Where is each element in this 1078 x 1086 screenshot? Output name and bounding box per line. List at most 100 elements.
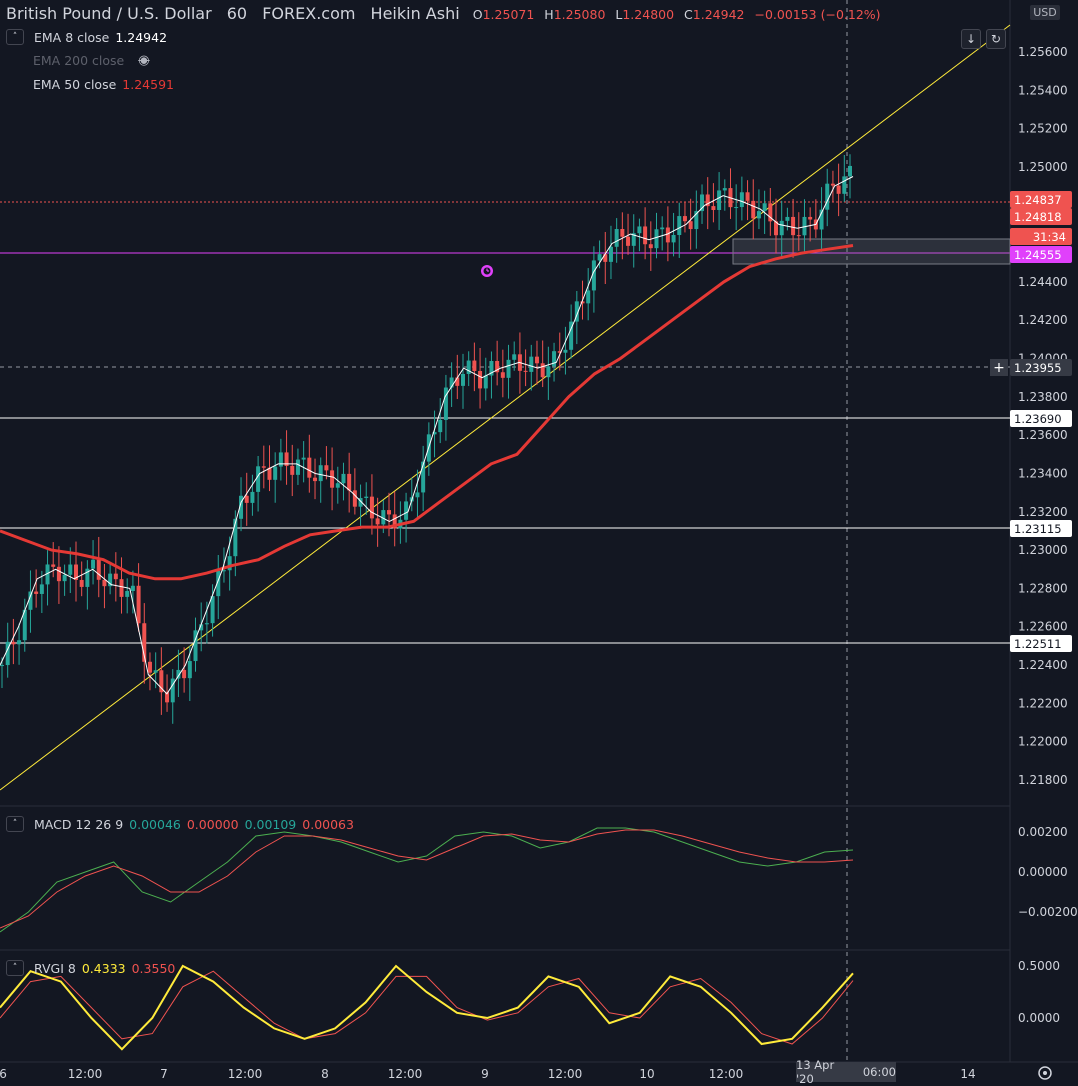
time-axis-tick: 12:00 xyxy=(388,1067,423,1081)
rvgi-v1: 0.4333 xyxy=(81,960,126,976)
candle-body xyxy=(552,351,557,367)
gear-icon[interactable] xyxy=(1038,1066,1052,1080)
candle-body xyxy=(534,356,539,364)
candle-body xyxy=(830,183,835,186)
candle-body xyxy=(68,564,73,575)
candle-body xyxy=(364,496,369,499)
close-value: 1.24942 xyxy=(692,7,745,22)
legend-ema50[interactable]: EMA 50 close 1.24591 xyxy=(33,77,174,92)
symbol-header[interactable]: British Pound / U.S. Dollar 60 FOREX.com… xyxy=(6,4,881,23)
candle-body xyxy=(756,211,761,219)
candle-body xyxy=(785,216,790,221)
candle-body xyxy=(512,354,517,360)
candle-body xyxy=(34,591,39,594)
time-axis-tick: 8 xyxy=(321,1067,329,1081)
open-label: O xyxy=(472,7,483,22)
close-label: C xyxy=(684,7,693,22)
macd-line xyxy=(0,827,854,933)
change-value: −0.00153 (−0.12%) xyxy=(754,7,881,22)
rvgi-signal-line xyxy=(0,970,854,1045)
collapse-chevron-icon[interactable]: ˄ xyxy=(6,816,24,832)
candle-body xyxy=(438,419,443,433)
time-axis-tick: 14 xyxy=(960,1067,975,1081)
chart-style: Heikin Ashi xyxy=(370,4,460,23)
candle-body xyxy=(216,570,221,597)
candle-body xyxy=(250,491,255,503)
time-cursor-date: 13 Apr '20 xyxy=(796,1058,835,1086)
legend-ema8[interactable]: ˄ EMA 8 close 1.24942 xyxy=(6,29,167,45)
candle-body xyxy=(369,496,374,519)
rvgi-label: RVGI 8 xyxy=(34,960,76,976)
candle-body xyxy=(358,498,363,507)
price-label-last: 1.24818 xyxy=(1010,208,1072,225)
candle-body xyxy=(45,564,50,585)
legend-rvgi[interactable]: ˄ RVGI 8 0.4333 0.3550 xyxy=(6,960,175,976)
candle-body xyxy=(387,510,392,515)
low-value: 1.24800 xyxy=(622,7,675,22)
candle-body xyxy=(136,585,141,624)
candle-body xyxy=(187,661,192,679)
candle-body xyxy=(204,623,209,625)
price-axis-tick: 1.23800 xyxy=(1018,390,1068,404)
price-axis-tick: 1.22400 xyxy=(1018,658,1068,672)
candle-body xyxy=(825,183,830,210)
add-alert-plus-icon[interactable]: + xyxy=(990,359,1008,376)
time-axis-tick: 6 xyxy=(0,1067,7,1081)
ema50-value: 1.24591 xyxy=(122,77,174,92)
collapse-chevron-icon[interactable]: ˄ xyxy=(6,29,24,45)
price-axis-tick: 1.24200 xyxy=(1018,313,1068,327)
alarm-clock-icon[interactable] xyxy=(481,265,493,277)
candle-body xyxy=(153,670,158,673)
macd-v1: 0.00046 xyxy=(129,816,181,832)
candle-body xyxy=(392,514,397,529)
candle-body xyxy=(404,501,409,520)
price-label-last-high: 1.24837 xyxy=(1010,191,1072,208)
legend-macd[interactable]: ˄ MACD 12 26 9 0.00046 0.00000 0.00109 0… xyxy=(6,816,354,832)
candle-body xyxy=(620,228,625,237)
symbol-name[interactable]: British Pound / U.S. Dollar xyxy=(6,4,212,23)
candle-body xyxy=(483,375,488,389)
candle-body xyxy=(762,203,767,212)
rvgi-v2: 0.3550 xyxy=(131,960,176,976)
time-axis-tick: 9 xyxy=(481,1067,489,1081)
candle-body xyxy=(290,465,295,475)
interval[interactable]: 60 xyxy=(226,4,248,23)
candle-body xyxy=(307,457,312,478)
candle-body xyxy=(39,584,44,594)
macd-v3: 0.00109 xyxy=(244,816,297,832)
collapse-chevron-icon[interactable]: ˄ xyxy=(6,960,24,976)
fullscreen-icon[interactable]: ↻ xyxy=(986,29,1006,49)
zone-rectangle[interactable] xyxy=(732,238,1011,265)
price-axis-tick: 1.23600 xyxy=(1018,428,1068,442)
price-axis-tick: 1.22000 xyxy=(1018,735,1068,749)
price-axis-tick: 1.25400 xyxy=(1018,83,1068,97)
price-axis-tick: 1.24400 xyxy=(1018,275,1068,289)
candle-body xyxy=(295,459,300,475)
low-label: L xyxy=(615,7,623,22)
candle-body xyxy=(261,466,266,468)
candle-body xyxy=(734,207,739,209)
currency-badge[interactable]: USD xyxy=(1030,5,1060,20)
candle-body xyxy=(199,624,204,631)
legend-ema200[interactable]: EMA 200 close ◉ xyxy=(33,53,150,68)
macd-v4: 0.00063 xyxy=(302,816,354,832)
candle-body xyxy=(108,573,113,587)
time-axis-tick: 7 xyxy=(160,1067,168,1081)
trendline[interactable] xyxy=(0,24,1011,791)
candle-body xyxy=(62,574,67,582)
candle-body xyxy=(654,229,659,249)
candle-body xyxy=(415,492,420,498)
time-axis-tick: 10 xyxy=(639,1067,654,1081)
candle-body xyxy=(330,470,335,488)
candle-body xyxy=(165,692,170,703)
candle-body xyxy=(51,564,56,567)
eye-hidden-icon[interactable]: ◉ xyxy=(138,53,150,68)
ema8-label: EMA 8 close xyxy=(34,29,110,45)
candle-body xyxy=(580,301,585,304)
scroll-down-icon[interactable]: ↓ xyxy=(961,29,981,49)
candle-body xyxy=(233,518,238,557)
candle-body xyxy=(848,165,852,177)
candle-body xyxy=(540,363,545,378)
candle-body xyxy=(586,290,591,304)
